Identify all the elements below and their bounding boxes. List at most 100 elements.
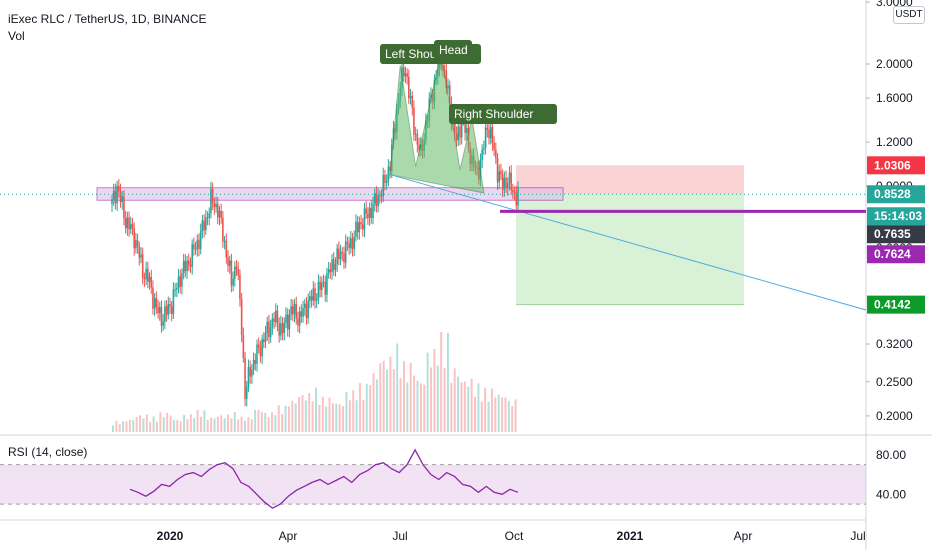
candle-body (508, 172, 511, 184)
volume-bar (365, 383, 368, 432)
candle-body (249, 366, 251, 377)
pattern-label-bg (434, 40, 472, 60)
volume-bar (267, 417, 270, 432)
price-tick-label: 1.2000 (876, 135, 913, 149)
candle-body (237, 269, 240, 275)
symbol-title: iExec RLC / TetherUS, 1D, BINANCE (8, 12, 207, 26)
volume-bar (250, 419, 253, 432)
time-tick-label: Apr (734, 529, 753, 543)
volume-bar (172, 420, 175, 432)
candle-body (292, 306, 294, 315)
candle-body (414, 133, 417, 135)
candle-body (355, 221, 357, 237)
candle-body (152, 287, 154, 309)
volume-bar (118, 424, 121, 432)
volume-bar (243, 420, 246, 432)
pattern-label: Head (439, 43, 468, 57)
candle-body (344, 241, 347, 263)
volume-bar (254, 409, 257, 432)
volume-bar (413, 375, 416, 432)
candle-body (112, 190, 115, 200)
candle-body (213, 203, 216, 208)
candle-body (496, 157, 499, 183)
candle-body (286, 314, 289, 330)
volume-bar (480, 401, 483, 432)
volume-bar (128, 419, 131, 432)
candle-body (167, 303, 170, 315)
candle-body (365, 208, 367, 214)
volume-bar (342, 405, 345, 432)
volume-bar (352, 390, 355, 432)
candle-body (136, 240, 139, 247)
volume-bar (179, 421, 182, 432)
volume-bar (463, 381, 466, 432)
candle-body (276, 310, 279, 324)
candle-body (298, 311, 301, 326)
volume-bar (389, 356, 392, 432)
neckline-zone (96, 187, 564, 201)
volume-bar (213, 418, 216, 432)
volume-bar (484, 387, 487, 432)
candle-body (269, 327, 272, 338)
volume-bar (308, 393, 311, 432)
candle-body (486, 127, 489, 130)
candle-body (285, 314, 287, 324)
candle-body (170, 306, 173, 314)
candle-body (466, 127, 468, 134)
price-tag: 0.7624 (874, 247, 911, 261)
volume-bar (139, 415, 142, 432)
candle-body (447, 85, 449, 89)
candle-body (350, 238, 352, 249)
candle-body (257, 344, 260, 348)
candle-body (339, 251, 342, 260)
candle-body (389, 166, 391, 171)
candle-body (375, 193, 378, 207)
candle-body (157, 307, 159, 314)
volume-bar (321, 396, 324, 432)
candle-body (353, 236, 356, 249)
price-tick-label: 0.3200 (876, 337, 913, 351)
candle-body (211, 189, 214, 204)
candle-body (203, 220, 205, 231)
candle-body (368, 207, 371, 218)
volume-bar (345, 391, 348, 432)
candle-body (302, 307, 304, 317)
candle-body (495, 149, 497, 158)
volume-bar (504, 397, 507, 432)
volume-bar (142, 418, 145, 432)
candle-body (402, 67, 405, 77)
candle-body (242, 334, 245, 358)
volume-bar (477, 383, 480, 432)
time-tick-label: Oct (505, 529, 524, 543)
candle-body (215, 203, 217, 208)
candle-body (384, 175, 386, 183)
volume-bar (216, 416, 219, 432)
candle-body (379, 195, 381, 197)
volume-bar (291, 400, 294, 432)
candle-body (196, 239, 199, 249)
volume-bar (507, 400, 510, 432)
candle-body (513, 191, 516, 193)
price-tick-label: 2.0000 (876, 57, 913, 71)
price-tag-bg (867, 245, 925, 264)
rsi-tick-label: 80.00 (876, 448, 906, 462)
volume-bar (196, 409, 199, 432)
currency-badge[interactable]: USDT (893, 6, 925, 24)
candle-body (321, 282, 323, 290)
price-tick-label: 0.2500 (876, 375, 913, 389)
volume-bar (382, 360, 385, 432)
candle-body (143, 277, 146, 280)
candle-body (169, 303, 171, 307)
candle-body (278, 323, 280, 336)
candle-body (493, 143, 495, 150)
candle-body (179, 276, 182, 287)
volume-bar (189, 414, 192, 432)
candle-body (208, 213, 211, 218)
volume-bar (402, 361, 405, 432)
candle-body (222, 217, 224, 242)
candle-body (150, 276, 153, 288)
candle-body (264, 333, 267, 343)
candle-body (341, 251, 344, 254)
candle-body (160, 307, 163, 326)
candle-body (512, 190, 514, 192)
